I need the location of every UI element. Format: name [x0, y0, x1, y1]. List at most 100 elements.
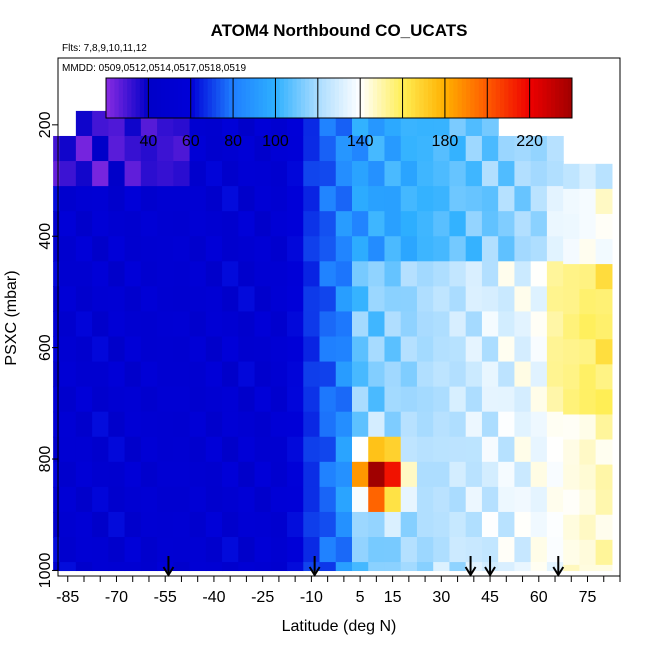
- heatmap-cell: [335, 436, 353, 463]
- heatmap-cell: [498, 236, 516, 262]
- heatmap-cell: [530, 436, 548, 463]
- heatmap-cell: [303, 336, 321, 363]
- heatmap-cell: [319, 186, 337, 212]
- heatmap-cell: [465, 135, 483, 162]
- colorbar-segment: [351, 78, 357, 118]
- heatmap-cell: [75, 436, 93, 463]
- heatmap-cell: [368, 211, 386, 237]
- heatmap-cell: [449, 161, 467, 187]
- x-tick-label: -70: [105, 589, 128, 606]
- heatmap-cell: [108, 261, 126, 287]
- heatmap-cell: [481, 135, 499, 162]
- heatmap-cell: [465, 286, 483, 313]
- heatmap-cell: [270, 562, 288, 572]
- heatmap-cell: [498, 311, 516, 338]
- heatmap-cell: [384, 135, 402, 162]
- heatmap-cell: [351, 436, 369, 463]
- heatmap-cell: [546, 537, 564, 563]
- colorbar-segment: [470, 78, 476, 118]
- heatmap-cell: [222, 486, 239, 513]
- heatmap-cell: [173, 361, 191, 388]
- colorbar-segment: [457, 78, 463, 118]
- heatmap-cell: [270, 286, 288, 313]
- heatmap-cell: [222, 461, 239, 488]
- heatmap-cell: [563, 439, 580, 466]
- colorbar-segment: [258, 78, 264, 118]
- colorbar-segment: [483, 78, 488, 118]
- heatmap-cell: [579, 514, 597, 541]
- heatmap-cell: [108, 537, 126, 563]
- heatmap-cell: [595, 188, 613, 215]
- heatmap-cell: [238, 211, 256, 237]
- heatmap-cell: [514, 236, 532, 262]
- heatmap-cell: [546, 461, 564, 488]
- heatmap-cell: [433, 135, 451, 162]
- heatmap-cell: [140, 562, 158, 572]
- heatmap-cell: [140, 336, 158, 363]
- colorbar-tick-label: 220: [516, 133, 543, 150]
- heatmap-cell: [222, 361, 239, 388]
- heatmap-cell: [108, 135, 126, 162]
- heatmap-cell: [433, 161, 451, 187]
- heatmap-cell: [75, 411, 93, 438]
- heatmap-cell: [173, 311, 191, 338]
- heatmap-cell: [579, 213, 597, 240]
- heatmap-cell: [157, 211, 174, 237]
- heatmap-cell: [579, 414, 597, 441]
- heatmap-cell: [514, 511, 532, 538]
- heatmap-cell: [319, 436, 337, 463]
- heatmap-cell: [75, 110, 93, 137]
- heatmap-cell: [140, 236, 158, 262]
- heatmap-cell: [287, 186, 304, 212]
- colorbar-segment: [254, 78, 260, 118]
- heatmap-cell: [400, 211, 418, 237]
- heatmap-cell: [287, 537, 304, 563]
- colorbar-segment: [199, 78, 204, 118]
- heatmap-cell: [449, 135, 467, 162]
- arrow-head: [552, 566, 565, 577]
- heatmap-cell: [270, 461, 288, 488]
- heatmap-cell: [400, 436, 418, 463]
- heatmap-cell: [498, 461, 516, 488]
- heatmap-cell: [514, 461, 532, 488]
- heatmap-cell: [514, 311, 532, 338]
- heatmap-cell: [498, 486, 516, 513]
- heatmap-cell: [335, 211, 353, 237]
- heatmap-cell: [465, 511, 483, 538]
- heatmap-cell: [368, 436, 386, 463]
- heatmap-cell: [173, 511, 191, 538]
- heatmap-cell: [287, 286, 304, 313]
- heatmap-cell: [124, 386, 142, 413]
- heatmap-cell: [595, 264, 613, 290]
- heatmap-cell: [140, 186, 158, 212]
- colorbar-segment: [110, 78, 115, 118]
- heatmap-cell: [124, 411, 142, 438]
- colorbar: 40 60 80 100 140 180 220: [105, 77, 573, 150]
- heatmap-cell: [498, 186, 516, 212]
- heatmap-cell: [595, 489, 613, 516]
- heatmap-cell: [173, 261, 191, 287]
- heatmap-cell: [205, 336, 223, 363]
- heatmap-cell: [579, 439, 597, 466]
- heatmap-cell: [416, 511, 434, 538]
- heatmap-cell: [59, 537, 77, 563]
- heatmap-cell: [433, 186, 451, 212]
- heatmap-cell: [189, 361, 207, 388]
- heatmap-cell: [140, 511, 158, 538]
- heatmap-cell: [351, 286, 369, 313]
- colorbar-segment: [449, 78, 454, 118]
- colorbar-segment: [355, 78, 361, 118]
- colorbar-segment: [529, 78, 535, 118]
- heatmap-cell: [481, 311, 499, 338]
- colorbar-segment: [334, 78, 340, 118]
- heatmap-cell: [75, 135, 93, 162]
- heatmap-cell: [481, 461, 499, 488]
- heatmap-cell: [400, 161, 418, 187]
- heatmap-cell: [287, 562, 304, 572]
- x-tick-label: -25: [251, 589, 274, 606]
- heatmap-cell: [254, 135, 272, 162]
- heatmap-cell: [254, 186, 272, 212]
- heatmap-cell: [157, 537, 174, 563]
- heatmap-cell: [59, 311, 77, 338]
- heatmap-cell: [416, 436, 434, 463]
